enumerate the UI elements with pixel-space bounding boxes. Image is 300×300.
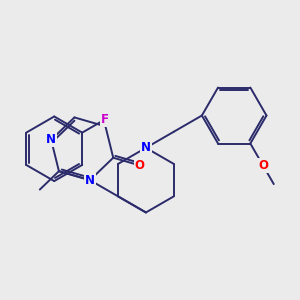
Text: F: F [101, 113, 109, 126]
Text: N: N [85, 174, 95, 187]
Text: N: N [141, 141, 151, 154]
Text: O: O [135, 159, 145, 172]
Text: N: N [46, 133, 56, 146]
Text: O: O [258, 159, 268, 172]
